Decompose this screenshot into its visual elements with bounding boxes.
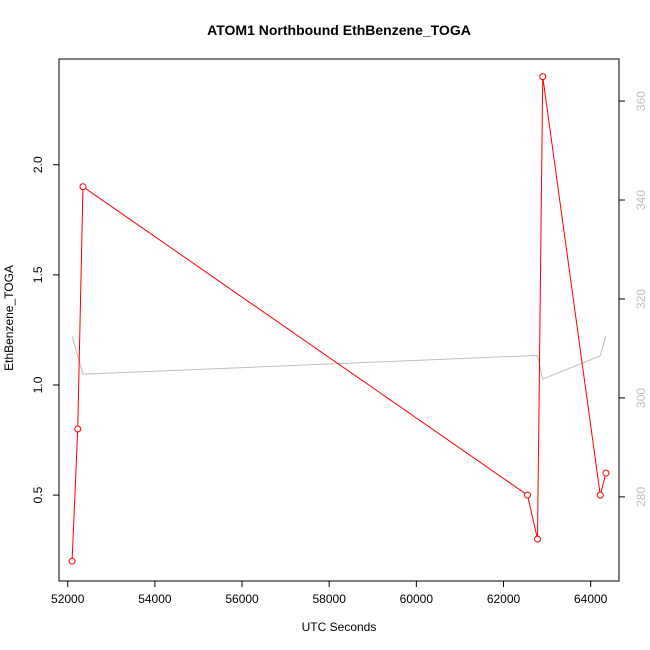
data-point [79,183,87,191]
chart-title: ATOM1 Northbound EthBenzene_TOGA [207,22,471,38]
y-axis-right: 280 300 320 340 360 [619,91,648,507]
y-tick-label: 1.0 [31,376,45,393]
y2-tick-label: 320 [634,289,648,309]
x-tick-label: 64000 [574,592,608,606]
y2-tick-label: 300 [634,388,648,408]
data-point [534,535,542,543]
x-tick-label: 56000 [225,592,259,606]
plot-frame [58,58,620,582]
data-point [596,491,604,499]
data-point [539,73,547,81]
y2-tick-label: 280 [634,487,648,507]
y2-tick-label: 360 [634,91,648,111]
data-point [523,491,531,499]
y2-tick-label: 340 [634,190,648,210]
x-tick-label: 52000 [51,592,85,606]
x-axis-label: UTC Seconds [302,620,377,634]
x-axis: 52000 54000 56000 58000 60000 62000 64000 [51,581,608,606]
data-point [68,557,76,565]
x-tick-label: 62000 [487,592,521,606]
series-layer [68,73,610,565]
y-tick-label: 1.5 [31,266,45,283]
x-tick-label: 60000 [400,592,434,606]
x-tick-label: 58000 [313,592,347,606]
y-tick-label: 0.5 [31,486,45,503]
y-tick-label: 2.0 [31,156,45,173]
x-tick-label: 54000 [138,592,172,606]
data-point [602,469,610,477]
y-axis-label: EthBenzene_TOGA [2,265,16,371]
y-axis-left: 0.5 1.0 1.5 2.0 [31,156,59,503]
right-axis-series-line [71,335,607,380]
ethbenzene-series-line [71,76,607,562]
data-point [74,425,82,433]
